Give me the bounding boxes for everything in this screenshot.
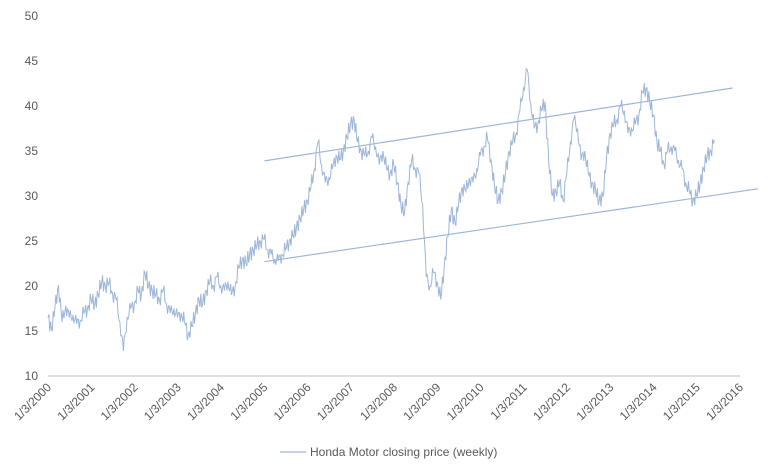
x-tick-label: 1/3/2011 bbox=[488, 380, 531, 423]
x-tick-label: 1/3/2007 bbox=[314, 380, 357, 423]
y-tick-label: 45 bbox=[25, 54, 39, 68]
y-tick-label: 15 bbox=[25, 324, 39, 338]
x-tick-label: 1/3/2002 bbox=[98, 380, 141, 423]
x-tick-label: 1/3/2010 bbox=[444, 380, 487, 423]
trendlines bbox=[264, 87, 758, 263]
y-tick-label: 10 bbox=[25, 369, 39, 383]
series-line bbox=[47, 67, 715, 351]
x-tick-label: 1/3/2004 bbox=[184, 380, 227, 423]
y-axis-ticks: 10 15 20 25 30 35 40 45 50 bbox=[25, 9, 39, 383]
y-tick-label: 40 bbox=[25, 99, 39, 113]
x-tick-label: 1/3/2009 bbox=[401, 380, 444, 423]
x-axis-ticks: 1/3/2000 1/3/2001 1/3/2002 1/3/2003 1/3/2004… bbox=[11, 380, 746, 423]
y-tick-label: 50 bbox=[25, 9, 39, 23]
y-tick-label: 35 bbox=[25, 144, 39, 158]
legend: Honda Motor closing price (weekly) bbox=[280, 445, 497, 459]
x-tick-label: 1/3/2006 bbox=[271, 380, 314, 423]
trendline bbox=[264, 188, 758, 263]
x-tick-label: 1/3/2015 bbox=[660, 380, 703, 423]
legend-label: Honda Motor closing price (weekly) bbox=[310, 445, 497, 459]
y-tick-label: 20 bbox=[25, 279, 39, 293]
x-tick-label: 1/3/2005 bbox=[228, 380, 271, 423]
y-tick-label: 25 bbox=[25, 234, 39, 248]
series-lines bbox=[47, 67, 715, 351]
x-tick-label: 1/3/2008 bbox=[357, 380, 400, 423]
x-tick-label: 1/3/2014 bbox=[617, 380, 660, 423]
x-tick-label: 1/3/2016 bbox=[703, 380, 746, 423]
x-tick-label: 1/3/2012 bbox=[530, 380, 573, 423]
x-tick-label: 1/3/2000 bbox=[11, 380, 54, 423]
x-tick-label: 1/3/2001 bbox=[55, 380, 98, 423]
x-tick-label: 1/3/2003 bbox=[141, 380, 184, 423]
trendline bbox=[264, 87, 733, 162]
x-tick-label: 1/3/2013 bbox=[574, 380, 617, 423]
y-tick-label: 30 bbox=[25, 189, 39, 203]
